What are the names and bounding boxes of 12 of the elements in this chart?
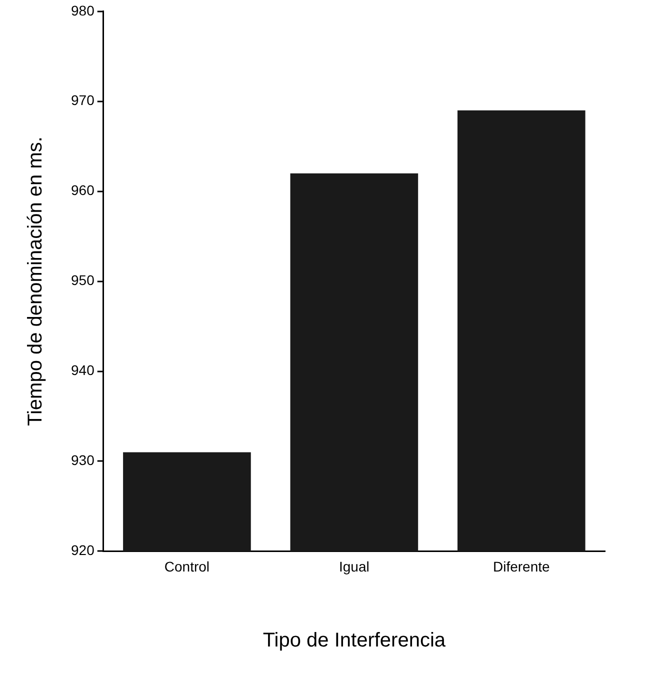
x-tick-label: Diferente (492, 558, 550, 574)
x-tick-label: Control (164, 558, 210, 574)
y-axis-title: Tiempo de denominación en ms. (24, 136, 47, 426)
x-axis-title: Tipo de Interferencia (262, 630, 446, 652)
y-tick-label: 920 (71, 542, 95, 558)
y-tick-label: 970 (71, 92, 95, 108)
y-tick-label: 980 (71, 2, 95, 18)
y-tick-label: 940 (71, 362, 95, 378)
x-tick-label: Igual (339, 558, 370, 574)
y-tick-label: 960 (71, 182, 95, 198)
y-tick-label: 950 (71, 272, 95, 288)
y-tick-label: 930 (71, 452, 95, 468)
